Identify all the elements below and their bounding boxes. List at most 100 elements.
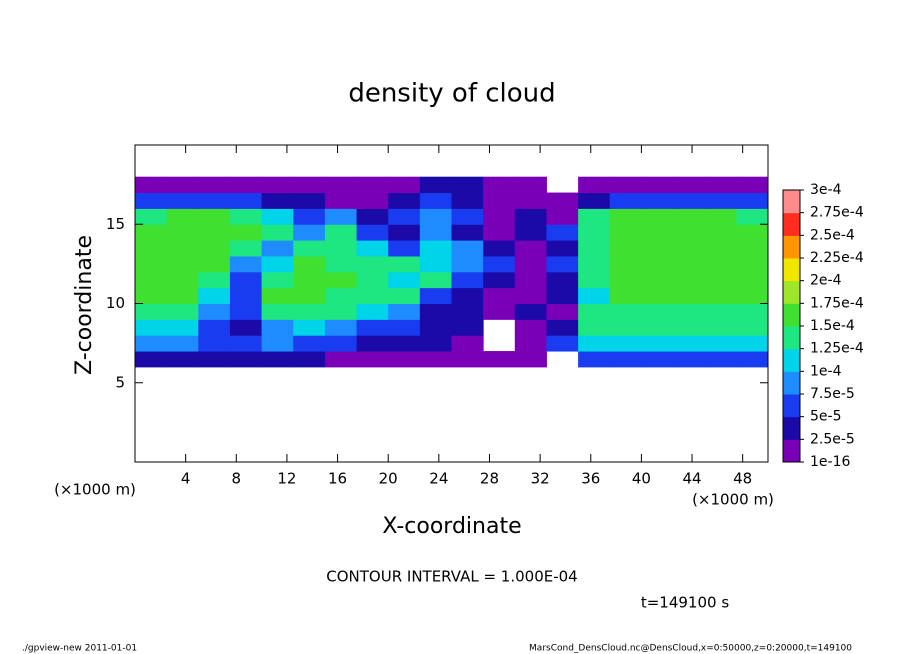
x-tick-label: 20: [379, 470, 398, 488]
colorbar-swatch: [783, 326, 800, 350]
heatmap-cell: [704, 224, 737, 241]
heatmap-cell: [293, 255, 326, 273]
heatmap-cell: [514, 240, 547, 257]
heatmap-cell: [388, 351, 421, 368]
heatmap-cell: [324, 271, 358, 289]
heatmap-cell: [673, 208, 706, 225]
heatmap-cell: [388, 319, 421, 336]
heatmap-cell: [293, 271, 326, 289]
heatmap-cell: [736, 192, 769, 209]
heatmap-cell: [641, 303, 674, 320]
heatmap-cell: [483, 192, 516, 209]
heatmap-cell: [198, 287, 231, 304]
heatmap-cell: [135, 192, 168, 209]
heatmap-cell: [388, 208, 421, 225]
heatmap-cell: [261, 208, 294, 225]
heatmap-cell: [198, 335, 231, 352]
heatmap-cell: [324, 319, 358, 336]
x-tick-label: 16: [328, 470, 347, 488]
heatmap-cell: [483, 303, 516, 320]
heatmap-cell: [166, 335, 199, 352]
heatmap-cell: [135, 176, 168, 194]
heatmap-cell: [293, 319, 326, 336]
heatmap-cell: [609, 319, 642, 336]
heatmap-cell: [578, 287, 611, 304]
heatmap-cell: [166, 351, 199, 368]
colorbar-label: 2.75e-4: [810, 205, 864, 221]
heatmap-cell: [324, 303, 358, 320]
heatmap-cell: [641, 192, 674, 209]
heatmap-cell: [704, 208, 737, 225]
heatmap-cell: [388, 224, 421, 241]
heatmap-cell: [388, 335, 421, 352]
heatmap-cell: [641, 255, 674, 273]
heatmap-cell: [419, 176, 452, 194]
heatmap-cell: [546, 224, 579, 241]
heatmap-cell: [609, 176, 642, 194]
heatmap-cell: [704, 319, 737, 336]
heatmap-cell: [641, 335, 674, 352]
heatmap-cell: [578, 319, 611, 336]
heatmap-cell: [135, 351, 168, 368]
heatmap-cell: [546, 271, 579, 289]
heatmap-cell: [736, 351, 769, 368]
heatmap-cell: [704, 240, 737, 257]
x-tick-label: 4: [181, 470, 191, 488]
heatmap-cell: [229, 192, 263, 209]
heatmap-cell: [451, 335, 484, 352]
heatmap-cell: [483, 287, 516, 304]
colorbar-label: 2.25e-4: [810, 250, 864, 266]
heatmap-cell: [261, 176, 294, 194]
colorbar-label: 7.5e-5: [810, 386, 855, 402]
heatmap-cell: [514, 255, 547, 273]
heatmap-cell: [293, 335, 326, 352]
x-tick-label: 28: [480, 470, 499, 488]
heatmap-cell: [546, 335, 579, 352]
heatmap-cell: [736, 240, 769, 257]
heatmap-cell: [261, 335, 294, 352]
heatmap-cell: [641, 319, 674, 336]
heatmap-cell: [673, 240, 706, 257]
x-unit-label: (×1000 m): [692, 491, 774, 509]
heatmap-cell: [546, 255, 579, 273]
heatmap-cell: [166, 271, 199, 289]
heatmap-cell: [673, 303, 706, 320]
heatmap-cell: [609, 351, 642, 368]
heatmap-cell: [641, 176, 674, 194]
heatmap-cell: [135, 287, 168, 304]
heatmap-cell: [261, 287, 294, 304]
heatmap-cell: [419, 351, 452, 368]
colorbar-swatch: [783, 394, 800, 418]
heatmap-cell: [704, 351, 737, 368]
heatmap-cell: [736, 319, 769, 336]
heatmap-cell: [514, 176, 547, 194]
heatmap-cell: [324, 208, 358, 225]
heatmap-cell: [419, 335, 452, 352]
colorbar-swatch: [783, 190, 800, 214]
heatmap-cell: [609, 287, 642, 304]
heatmap-cell: [514, 224, 547, 241]
heatmap-cell: [451, 208, 484, 225]
heatmap-cell: [546, 303, 579, 320]
heatmap-cell: [229, 303, 263, 320]
heatmap-cell: [388, 240, 421, 257]
heatmap-cell: [609, 192, 642, 209]
colorbar-swatch: [783, 416, 800, 440]
colorbar-swatch: [783, 439, 800, 463]
colorbar-swatch: [783, 235, 800, 259]
heatmap-cell: [736, 224, 769, 241]
x-tick-label: 40: [632, 470, 651, 488]
heatmap-cell: [135, 255, 168, 273]
heatmap-cell: [229, 208, 263, 225]
heatmap-cell: [578, 335, 611, 352]
heatmap-cell: [135, 335, 168, 352]
heatmap-cell: [356, 335, 389, 352]
heatmap-cell: [673, 255, 706, 273]
heatmap-cell: [293, 240, 326, 257]
heatmap-cell: [261, 303, 294, 320]
heatmap-cell: [578, 224, 611, 241]
heatmap-cell: [736, 255, 769, 273]
heatmap-cell: [324, 176, 358, 194]
heatmap-cell: [483, 271, 516, 289]
heatmap-cell: [609, 271, 642, 289]
